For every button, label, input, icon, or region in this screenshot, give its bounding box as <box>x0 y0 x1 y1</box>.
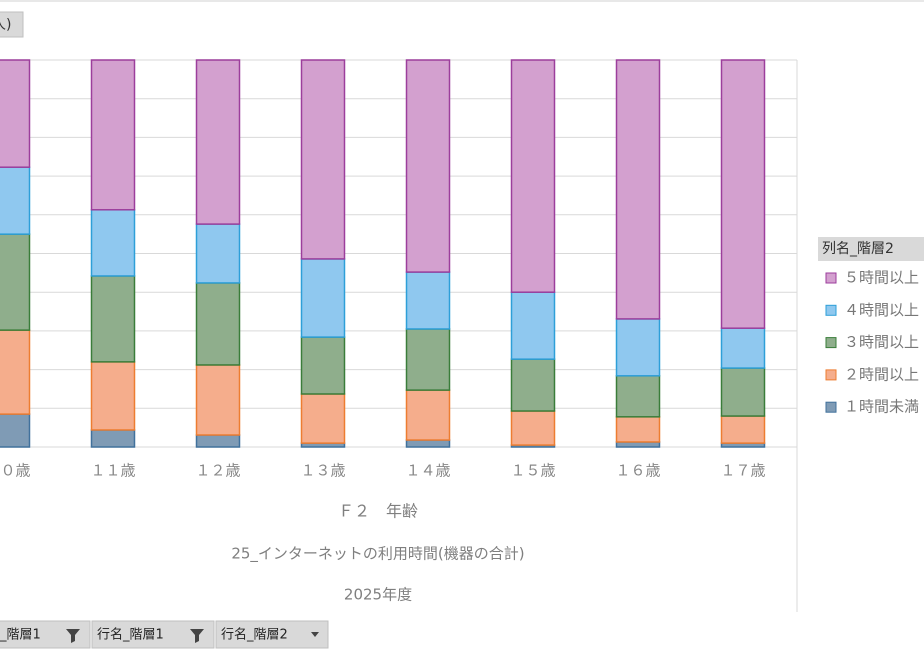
field-button-label: 人) <box>0 17 11 33</box>
x-tick-label: １２歳 <box>195 462 240 480</box>
legend-swatch[interactable] <box>825 401 837 413</box>
bar-segment[interactable] <box>195 364 241 436</box>
bar-segment[interactable] <box>0 329 31 415</box>
bar-segment[interactable] <box>0 59 31 168</box>
bar-segment[interactable] <box>0 166 31 235</box>
subtitle: 25_インターネットの利用時間(機器の合計) <box>231 545 524 564</box>
legend-swatch[interactable] <box>825 272 837 284</box>
x-tick-label: １４歳 <box>405 462 450 480</box>
bar-segment[interactable] <box>405 389 451 441</box>
legend-swatch[interactable] <box>825 304 837 316</box>
bar-segment[interactable] <box>720 327 766 369</box>
legend-title: 列名_階層2 <box>822 241 894 257</box>
bar-segment[interactable] <box>0 233 31 331</box>
field-button[interactable] <box>215 620 329 649</box>
filter-icon <box>190 629 204 643</box>
legend-swatch[interactable] <box>825 369 837 381</box>
x-tick-label: １７歳 <box>720 462 765 480</box>
bar-segment[interactable] <box>90 429 136 448</box>
field-button[interactable] <box>0 11 24 38</box>
bar-segment[interactable] <box>405 328 451 391</box>
bar-segment[interactable] <box>720 59 766 329</box>
bar-segment[interactable] <box>720 415 766 444</box>
x-tick-label: １３歳 <box>300 462 345 480</box>
bar-segment[interactable] <box>300 258 346 338</box>
bar-segment[interactable] <box>510 358 556 412</box>
bar-segment[interactable] <box>510 291 556 360</box>
legend-swatch[interactable] <box>825 337 837 349</box>
bar-segment[interactable] <box>0 413 31 448</box>
bar-segment[interactable] <box>405 271 451 330</box>
legend-label[interactable]: ４時間以上 <box>844 301 919 319</box>
dropdown-icon <box>311 632 319 637</box>
bar-segment[interactable] <box>405 59 451 273</box>
bar-segment[interactable] <box>615 59 661 320</box>
bar-segment[interactable] <box>90 209 136 277</box>
x-tick-label: １１歳 <box>90 462 135 480</box>
bar-segment[interactable] <box>615 318 661 377</box>
bar-segment[interactable] <box>405 439 451 448</box>
bar-segment[interactable] <box>300 336 346 395</box>
x-tick-label: １０歳 <box>0 462 31 480</box>
bar-segment[interactable] <box>510 410 556 446</box>
bar-segment[interactable] <box>615 375 661 418</box>
bar-segment[interactable] <box>615 416 661 443</box>
legend-label[interactable]: ２時間以上 <box>844 365 919 383</box>
bar-segment[interactable] <box>195 434 241 448</box>
x-tick-label: １５歳 <box>510 462 555 480</box>
bar-segment[interactable] <box>195 282 241 366</box>
bar-segment[interactable] <box>510 59 556 293</box>
bar-segment[interactable] <box>90 275 136 363</box>
filter-icon <box>66 629 80 643</box>
bar-segment[interactable] <box>90 59 136 211</box>
bar-segment[interactable] <box>720 367 766 417</box>
x-axis-title: Ｆ２ 年齢 <box>338 502 418 521</box>
bar-segment[interactable] <box>300 59 346 260</box>
legend-label[interactable]: ３時間以上 <box>844 333 919 351</box>
legend-title-box[interactable] <box>818 237 924 261</box>
bar-segment[interactable] <box>195 59 241 225</box>
field-button-label: 行名_階層1 <box>97 627 164 643</box>
footer: 2025年度 <box>344 586 412 604</box>
bar-segment[interactable] <box>300 393 346 444</box>
bar-segment[interactable] <box>90 361 136 431</box>
field-button-label: 行名_階層2 <box>221 627 288 643</box>
bar-segment[interactable] <box>615 441 661 448</box>
field-button-label: _階層1 <box>0 628 41 643</box>
legend-label[interactable]: ５時間以上 <box>844 269 919 287</box>
x-tick-label: １６歳 <box>615 462 660 480</box>
legend-label[interactable]: １時間未満 <box>844 398 919 416</box>
bar-segment[interactable] <box>195 223 241 284</box>
field-button[interactable] <box>91 620 215 649</box>
